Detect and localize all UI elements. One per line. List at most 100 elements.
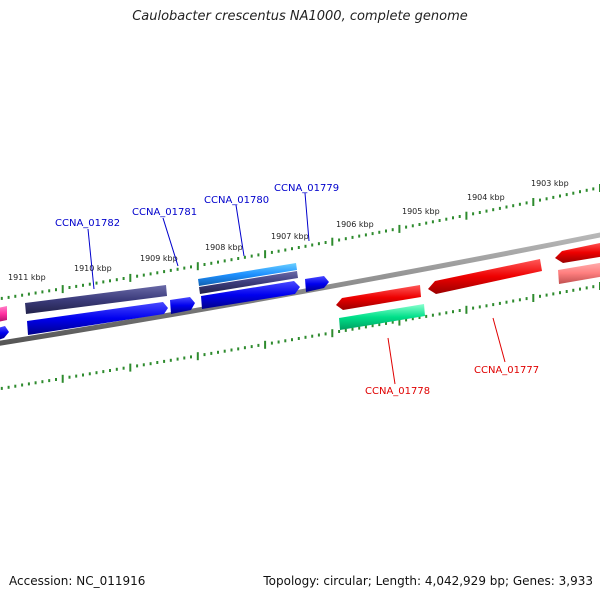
- scale-tick: [102, 370, 105, 374]
- scale-tick: [478, 211, 481, 214]
- gene-feature-rna-green[interactable]: [339, 304, 425, 330]
- scale-label: 1907 kbp: [271, 232, 309, 241]
- scale-tick: [458, 215, 461, 218]
- scale-tick: [41, 380, 44, 384]
- scale-tick: [169, 268, 172, 272]
- scale-tick: [129, 363, 132, 372]
- gene-label-ccna-01780[interactable]: CCNA_01780: [204, 195, 269, 206]
- scale-tick: [109, 279, 111, 283]
- scale-tick: [237, 347, 240, 351]
- scale-tick: [512, 299, 515, 303]
- scale-tick: [115, 367, 118, 371]
- scale-tick: [196, 352, 199, 361]
- scale-tick: [230, 258, 233, 262]
- scale-tick: [539, 294, 541, 298]
- scale-tick: [196, 262, 199, 271]
- scale-tick: [331, 237, 334, 246]
- scale-tick: [445, 311, 448, 315]
- scale-tick: [61, 374, 64, 383]
- scale-tick: [115, 278, 118, 282]
- scale-tick: [0, 296, 3, 300]
- scale-tick: [385, 229, 387, 233]
- scale-tick: [585, 286, 588, 290]
- scale-tick: [82, 373, 84, 377]
- scale-tick: [129, 273, 132, 282]
- gene-label-ccna-01782[interactable]: CCNA_01782: [55, 218, 120, 229]
- scale-tick: [565, 290, 568, 293]
- scale-tick: [438, 219, 441, 222]
- scale-tick: [525, 297, 528, 301]
- scale-tick: [552, 195, 555, 199]
- gene-feature-ccna-01778[interactable]: [336, 285, 421, 310]
- scale-tick: [75, 284, 78, 288]
- scale-tick: [122, 277, 125, 280]
- scale-tick: [7, 385, 10, 389]
- scale-tick: [492, 208, 495, 212]
- gene-feature-ccna-01779[interactable]: [305, 276, 329, 292]
- scale-tick: [264, 250, 267, 259]
- gene-feature-ccna-01780[interactable]: [198, 263, 297, 286]
- scale-tick: [579, 287, 581, 291]
- scale-tick: [264, 340, 267, 349]
- scale-tick: [109, 369, 111, 372]
- gene-feature-ccna-01781[interactable]: [170, 297, 195, 314]
- scale-tick: [190, 355, 192, 359]
- scale-tick: [136, 274, 139, 278]
- scale-tick: [156, 361, 159, 364]
- scale-tick: [75, 374, 78, 378]
- scale-label: 1910 kbp: [74, 264, 112, 273]
- gene-feature-magenta[interactable]: [0, 306, 7, 322]
- scale-tick: [163, 270, 166, 274]
- scale-tick: [565, 193, 568, 197]
- gene-label-ccna-01781[interactable]: CCNA_01781: [132, 207, 197, 218]
- scale-tick: [203, 263, 206, 266]
- scale-tick: [95, 281, 98, 285]
- scale-tick: [445, 217, 448, 221]
- gene-label-ccna-01778[interactable]: CCNA_01778: [365, 386, 430, 397]
- scale-tick: [324, 241, 327, 244]
- scale-tick: [102, 280, 105, 284]
- scale-tick: [559, 291, 561, 295]
- scale-tick: [284, 248, 287, 252]
- scale-tick: [505, 205, 508, 209]
- scale-tick: [338, 238, 341, 242]
- scale-tick: [169, 358, 172, 362]
- scale-tick: [525, 201, 528, 205]
- scale-tick: [136, 364, 139, 368]
- scale-tick: [371, 232, 374, 236]
- gene-feature-red-right[interactable]: [555, 242, 600, 263]
- scale-tick: [378, 230, 381, 234]
- scale-tick: [270, 341, 273, 345]
- accession-text: Accession: NC_011916: [9, 574, 146, 588]
- scale-tick: [438, 312, 441, 316]
- gene-feature-ccna-01782[interactable]: [25, 285, 167, 314]
- scale-tick: [21, 293, 24, 297]
- scale-tick: [297, 246, 300, 249]
- scale-tick: [425, 314, 428, 318]
- gene-feature-ccna-01777[interactable]: [428, 259, 542, 294]
- scale-tick: [478, 305, 481, 309]
- gene-label-ccna-01777[interactable]: CCNA_01777: [474, 365, 539, 376]
- gene-label-ccna-01779[interactable]: CCNA_01779: [274, 183, 339, 194]
- scale-tick: [190, 265, 192, 269]
- scale-tick: [518, 298, 521, 302]
- scale-tick: [277, 340, 280, 344]
- gene-feature-pink-right[interactable]: [558, 262, 600, 284]
- scale-tick: [257, 343, 260, 347]
- leader-line-ccna-01779: [304, 192, 310, 242]
- scale-tick: [27, 292, 30, 296]
- scale-tick: [472, 212, 475, 216]
- scale-tick: [364, 325, 367, 329]
- gene-feature-ccna-01780-b[interactable]: [199, 271, 298, 294]
- gene-feature-blue-1[interactable]: [27, 302, 168, 335]
- scale-tick: [338, 330, 341, 333]
- scale-tick: [250, 345, 253, 349]
- scale-tick: [592, 187, 595, 191]
- gene-feature-blue-left[interactable]: [0, 326, 9, 340]
- scale-tick: [61, 285, 64, 294]
- gene-feature-blue-2[interactable]: [201, 281, 300, 309]
- leader-line-ccna-01782: [87, 228, 95, 290]
- scale-tick: [230, 348, 233, 352]
- scale-tick: [14, 294, 17, 298]
